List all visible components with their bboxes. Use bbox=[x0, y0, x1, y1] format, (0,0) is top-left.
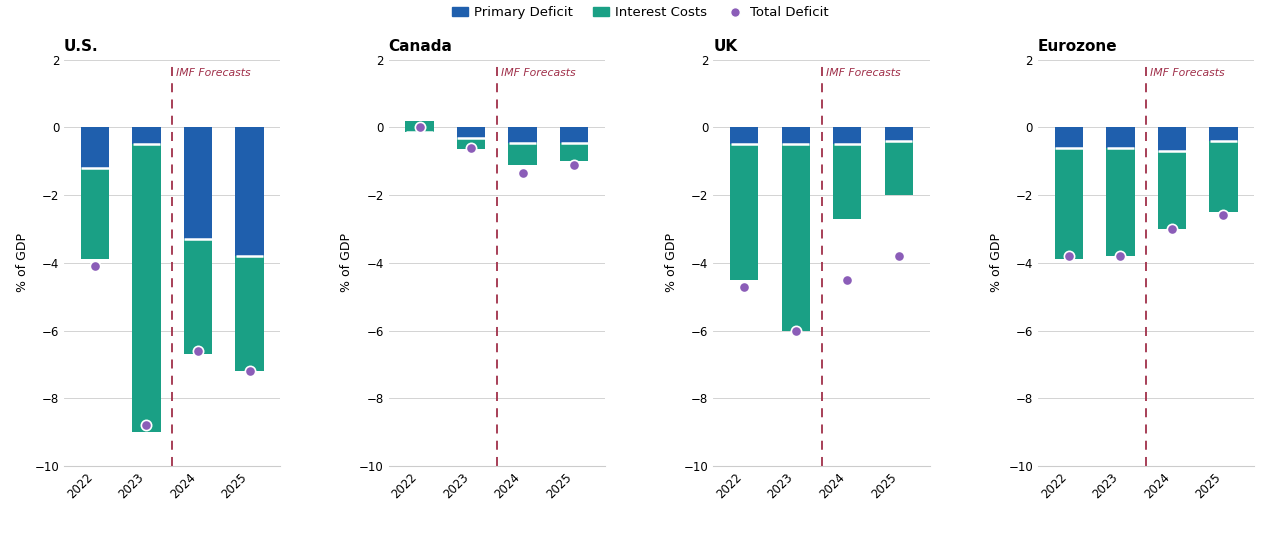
Bar bbox=[1210, 141, 1238, 212]
Bar bbox=[1106, 148, 1134, 256]
Bar bbox=[508, 143, 536, 165]
Bar bbox=[1055, 148, 1083, 260]
Bar bbox=[730, 144, 758, 280]
Bar bbox=[782, 127, 810, 144]
Y-axis label: % of GDP: % of GDP bbox=[340, 234, 353, 292]
Bar bbox=[406, 121, 434, 132]
Text: U.S.: U.S. bbox=[64, 39, 99, 54]
Bar bbox=[184, 239, 212, 354]
Bar bbox=[559, 143, 589, 162]
Bar bbox=[1106, 127, 1134, 148]
Point bbox=[1162, 225, 1183, 234]
Bar bbox=[457, 127, 485, 138]
Bar bbox=[559, 127, 589, 143]
Text: IMF Forecasts: IMF Forecasts bbox=[826, 68, 900, 78]
Bar bbox=[730, 127, 758, 144]
Bar bbox=[833, 127, 861, 144]
Text: IMF Forecasts: IMF Forecasts bbox=[1151, 68, 1225, 78]
Text: Eurozone: Eurozone bbox=[1038, 39, 1117, 54]
Text: Canada: Canada bbox=[389, 39, 453, 54]
Point bbox=[188, 347, 209, 356]
Point bbox=[733, 282, 754, 291]
Point bbox=[84, 262, 105, 270]
Point bbox=[786, 326, 806, 335]
Bar bbox=[132, 127, 160, 144]
Bar bbox=[81, 168, 109, 260]
Bar bbox=[1158, 127, 1187, 151]
Bar bbox=[884, 141, 913, 195]
Bar bbox=[782, 144, 810, 331]
Text: IMF Forecasts: IMF Forecasts bbox=[500, 68, 576, 78]
Bar bbox=[884, 127, 913, 141]
Point bbox=[837, 275, 858, 284]
Bar bbox=[508, 127, 536, 143]
Bar bbox=[1158, 151, 1187, 229]
Bar bbox=[132, 144, 160, 433]
Y-axis label: % of GDP: % of GDP bbox=[666, 234, 678, 292]
Y-axis label: % of GDP: % of GDP bbox=[15, 234, 29, 292]
Bar bbox=[1055, 127, 1083, 148]
Point bbox=[564, 160, 585, 169]
Point bbox=[410, 123, 430, 132]
Legend: Primary Deficit, Interest Costs, Total Deficit: Primary Deficit, Interest Costs, Total D… bbox=[447, 1, 833, 25]
Bar bbox=[81, 127, 109, 168]
Y-axis label: % of GDP: % of GDP bbox=[989, 234, 1002, 292]
Bar bbox=[184, 127, 212, 239]
Bar bbox=[406, 127, 434, 132]
Bar bbox=[1210, 127, 1238, 141]
Point bbox=[888, 251, 909, 261]
Bar bbox=[457, 138, 485, 150]
Point bbox=[461, 144, 481, 152]
Point bbox=[512, 169, 532, 177]
Text: UK: UK bbox=[713, 39, 737, 54]
Point bbox=[1110, 251, 1130, 261]
Bar bbox=[236, 256, 264, 371]
Bar bbox=[833, 144, 861, 219]
Point bbox=[1059, 251, 1079, 261]
Point bbox=[136, 421, 156, 430]
Bar bbox=[236, 127, 264, 256]
Text: IMF Forecasts: IMF Forecasts bbox=[177, 68, 251, 78]
Point bbox=[239, 367, 260, 376]
Point bbox=[1213, 211, 1234, 220]
